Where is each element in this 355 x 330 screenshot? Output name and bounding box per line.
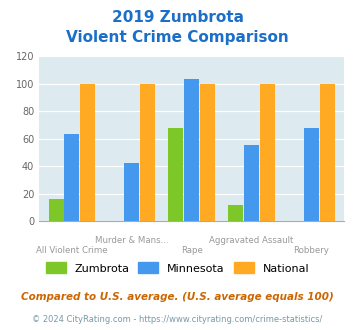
- Text: All Violent Crime: All Violent Crime: [36, 246, 108, 255]
- Text: Robbery: Robbery: [294, 246, 329, 255]
- Bar: [228, 205, 243, 221]
- Bar: [260, 83, 275, 221]
- Text: © 2024 CityRating.com - https://www.cityrating.com/crime-statistics/: © 2024 CityRating.com - https://www.city…: [32, 315, 323, 324]
- Text: Murder & Mans...: Murder & Mans...: [95, 236, 169, 245]
- Text: 2019 Zumbrota: 2019 Zumbrota: [111, 10, 244, 25]
- Text: Violent Crime Comparison: Violent Crime Comparison: [66, 30, 289, 45]
- Text: Compared to U.S. average. (U.S. average equals 100): Compared to U.S. average. (U.S. average …: [21, 292, 334, 302]
- Bar: [304, 128, 319, 221]
- Bar: [124, 163, 139, 221]
- Text: Aggravated Assault: Aggravated Assault: [209, 236, 294, 245]
- Bar: [168, 128, 183, 221]
- Bar: [49, 199, 64, 221]
- Legend: Zumbrota, Minnesota, National: Zumbrota, Minnesota, National: [41, 258, 314, 278]
- Text: Rape: Rape: [181, 246, 203, 255]
- Bar: [320, 83, 335, 221]
- Bar: [244, 146, 259, 221]
- Bar: [200, 83, 215, 221]
- Bar: [140, 83, 155, 221]
- Bar: [184, 80, 199, 221]
- Bar: [65, 134, 80, 221]
- Bar: [80, 83, 95, 221]
